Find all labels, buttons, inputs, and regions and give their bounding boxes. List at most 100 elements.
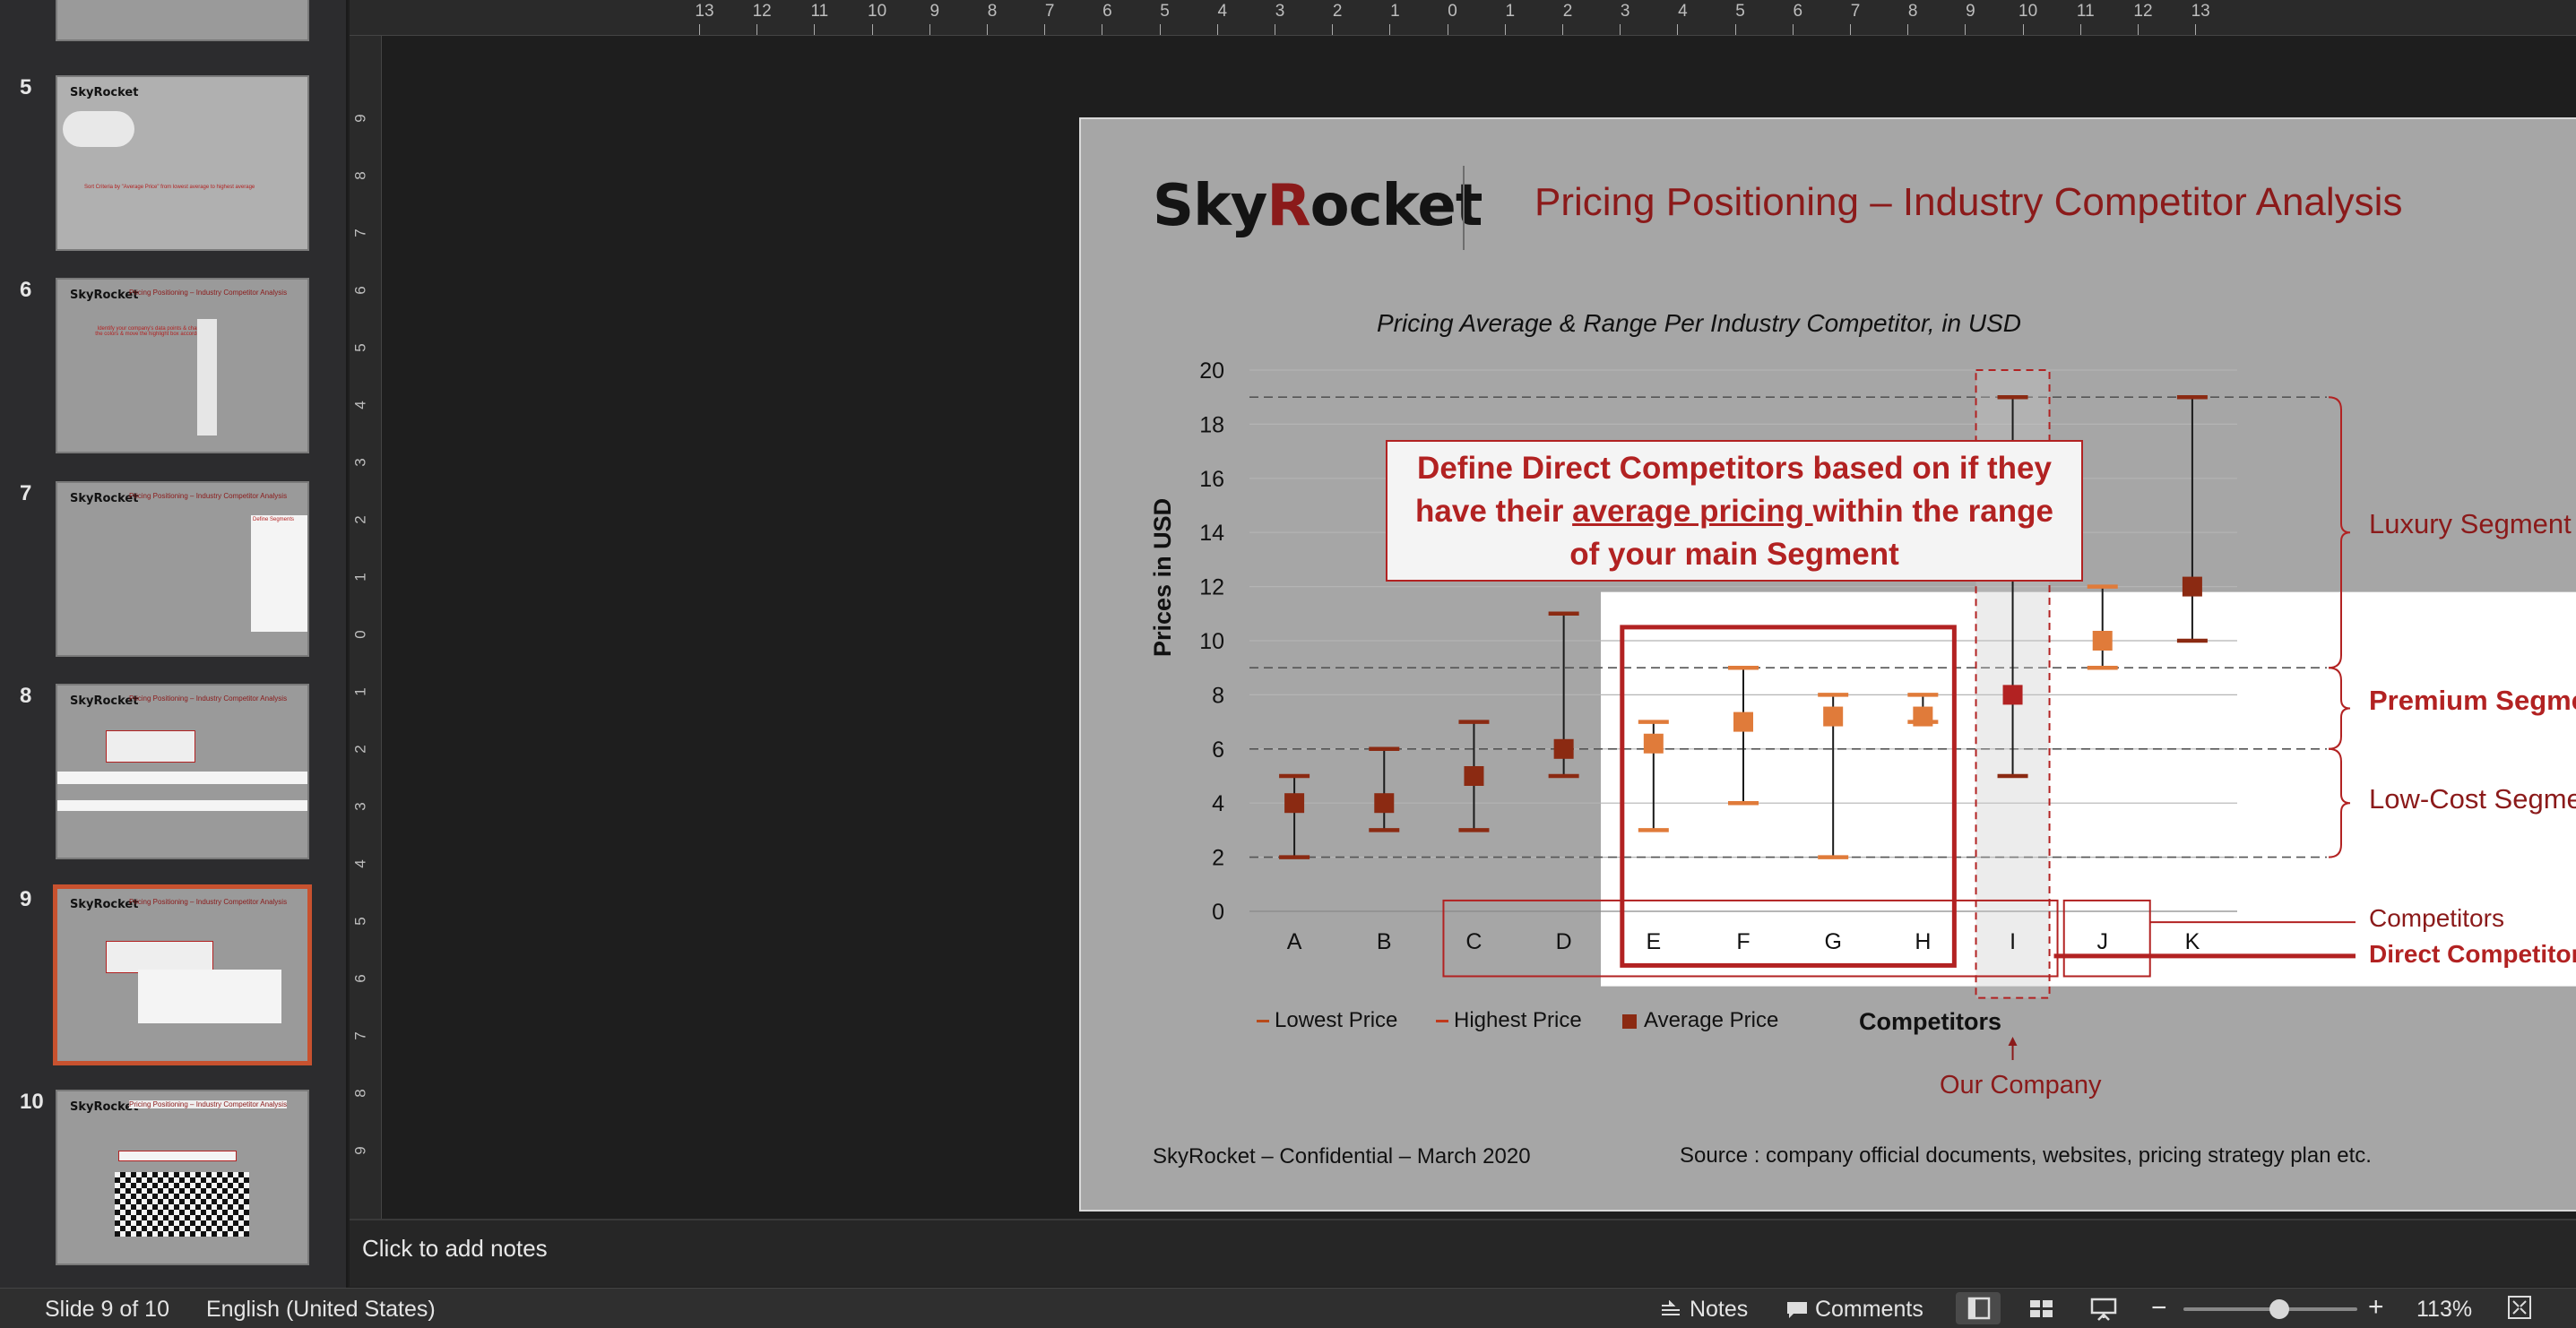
ruler-tick-label: 8	[1907, 2, 1918, 21]
zoom-out-icon[interactable]: −	[2151, 1293, 2167, 1323]
grid-view-icon	[2030, 1300, 2053, 1317]
average-price-marker-J	[2092, 631, 2113, 651]
zoom-in-icon[interactable]: +	[2368, 1292, 2384, 1322]
ruler-tick	[1677, 24, 1679, 35]
ruler-tick	[1216, 24, 1218, 35]
x-tick-label: D	[1556, 929, 1572, 954]
logo-divider	[1463, 166, 1465, 250]
direct-competitors-label: Direct Competitors	[2369, 940, 2576, 968]
ruler-tick-label: 11	[2076, 2, 2095, 21]
ruler-tick	[2195, 24, 2197, 35]
ruler-tick	[1332, 24, 1334, 35]
slide-title[interactable]: Pricing Positioning – Industry Competito…	[1534, 180, 2403, 224]
y-tick-label: 0	[1212, 900, 1224, 925]
fit-to-window-button[interactable]	[2506, 1294, 2533, 1327]
slide-number: 6	[20, 278, 32, 302]
ruler-tick	[699, 24, 700, 35]
slide-footer[interactable]: SkyRocket – Confidential – March 2020	[1153, 1144, 1531, 1168]
ruler-tick-label: 5	[1735, 2, 1745, 21]
ruler-tick	[1965, 24, 1967, 35]
ruler-tick-label: 3	[1275, 2, 1285, 21]
ruler-tick-label: 4	[351, 859, 369, 868]
ruler-tick-label: 2	[1562, 2, 1573, 21]
slide-thumbnail-6[interactable]: 6 SkyRocket Pricing Positioning – Indust…	[0, 278, 346, 457]
lowcost-segment-label: Low-Cost Segment	[2369, 783, 2576, 815]
average-price-marker-A	[1284, 793, 1305, 814]
slide-number: 9	[20, 887, 32, 911]
competitor-j-box	[2062, 899, 2151, 978]
zoom-slider-thumb[interactable]	[2269, 1299, 2289, 1319]
legend-highest-price: Highest Price	[1436, 1008, 1582, 1033]
pricing-chart[interactable]: 0 2 4 6 8 10 12 14 16 18 20 A B C D E F G H I J K	[1081, 119, 2576, 1212]
normal-view-button[interactable]	[1956, 1292, 2001, 1324]
notes-pane[interactable]: Click to add notes	[350, 1219, 2576, 1287]
slide-thumbnail-5[interactable]: 5 SkyRocket Sort Criteria by "Average Pr…	[0, 75, 346, 254]
ruler-tick-label: 12	[2133, 2, 2153, 21]
average-price-marker-B	[1374, 793, 1395, 814]
ruler-tick	[2079, 24, 2081, 35]
our-company-label: Our Company	[1940, 1071, 2102, 1099]
ruler-tick	[1620, 24, 1621, 35]
normal-view-icon	[1967, 1297, 1991, 1320]
ruler-tick-label: 3	[351, 458, 369, 467]
slide-sorter-button[interactable]	[2018, 1292, 2063, 1324]
ruler-tick-label: 5	[351, 917, 369, 926]
zoom-slider[interactable]	[2183, 1299, 2357, 1319]
average-price-marker-C	[1464, 766, 1484, 786]
ruler-tick	[871, 24, 873, 35]
y-tick-label: 4	[1212, 791, 1224, 816]
notes-placeholder[interactable]: Click to add notes	[362, 1235, 548, 1262]
y-tick-label: 16	[1199, 467, 1224, 492]
slide-thumbnail-4[interactable]	[0, 0, 346, 45]
language-indicator[interactable]: English (United States)	[206, 1297, 436, 1322]
y-tick-label: 18	[1199, 412, 1224, 437]
ruler-tick-label: 6	[351, 286, 369, 295]
ruler-tick-label: 2	[351, 745, 369, 754]
ruler-tick-label: 6	[351, 974, 369, 983]
slide-source-note[interactable]: Source : company official documents, web…	[1680, 1143, 2372, 1168]
ruler-tick	[756, 24, 758, 35]
x-tick-label: H	[1915, 929, 1931, 954]
ruler-tick-label: 8	[987, 2, 998, 21]
slide-thumbnail-7[interactable]: 7 SkyRocket Pricing Positioning – Indust…	[0, 481, 346, 660]
average-price-marker-E	[1643, 733, 1664, 754]
ruler-tick-label: 5	[351, 343, 369, 352]
y-tick-label: 8	[1212, 683, 1224, 708]
ruler-tick-label: 10	[2018, 2, 2038, 21]
average-price-marker-K	[2182, 576, 2202, 597]
slide-number: 10	[20, 1090, 44, 1114]
slide-editor-canvas[interactable]: SkyRocket Pricing Positioning – Industry…	[382, 36, 2576, 1219]
direct-competitors-box	[1620, 625, 1957, 968]
chart-title[interactable]: Pricing Average & Range Per Industry Com…	[1377, 309, 2022, 337]
legend-line-swatch	[1257, 1020, 1269, 1023]
y-axis-title: Prices in USD	[1149, 497, 1176, 657]
x-tick-label: K	[2185, 929, 2200, 954]
ruler-tick	[1044, 24, 1046, 35]
slide[interactable]: SkyRocket Pricing Positioning – Industry…	[1079, 117, 2576, 1212]
ruler-tick-label: 4	[1217, 2, 1228, 21]
ruler-tick	[987, 24, 988, 35]
slide-number: 7	[20, 481, 32, 505]
x-tick-label: J	[2096, 929, 2108, 954]
y-tick-label: 10	[1199, 629, 1224, 654]
comment-icon	[1787, 1302, 1807, 1319]
ruler-tick-label: 13	[695, 2, 714, 21]
slide-thumbnail-8[interactable]: 8 SkyRocket Pricing Positioning – Indust…	[0, 684, 346, 863]
comments-button[interactable]: Comments	[1785, 1297, 1923, 1323]
ruler-tick-label: 12	[752, 2, 772, 21]
zoom-percentage[interactable]: 113%	[2416, 1297, 2473, 1322]
x-tick-label: B	[1377, 929, 1392, 954]
notes-button[interactable]: Notes	[1660, 1297, 1748, 1323]
competitors-label: Competitors	[2369, 904, 2504, 932]
presenter-view-button[interactable]	[2081, 1292, 2126, 1324]
ruler-tick-label: 0	[1448, 2, 1457, 21]
main-segment-highlight	[1601, 591, 2576, 987]
slide-thumbnail-9[interactable]: 9 SkyRocket Pricing Positioning – Indust…	[0, 884, 346, 1066]
ruler-tick-label: 8	[351, 1089, 369, 1098]
slide-thumbnail-10[interactable]: 10 SkyRocket Pricing Positioning – Indus…	[0, 1090, 346, 1269]
direct-competitors-callout[interactable]: Define Direct Competitors based on if th…	[1386, 440, 2083, 582]
slide-thumbnail-panel[interactable]: 5 SkyRocket Sort Criteria by "Average Pr…	[0, 0, 348, 1288]
legend-line-swatch	[1436, 1020, 1448, 1023]
ruler-tick-label: 10	[868, 2, 887, 21]
ruler-tick-label: 1	[1505, 2, 1516, 21]
